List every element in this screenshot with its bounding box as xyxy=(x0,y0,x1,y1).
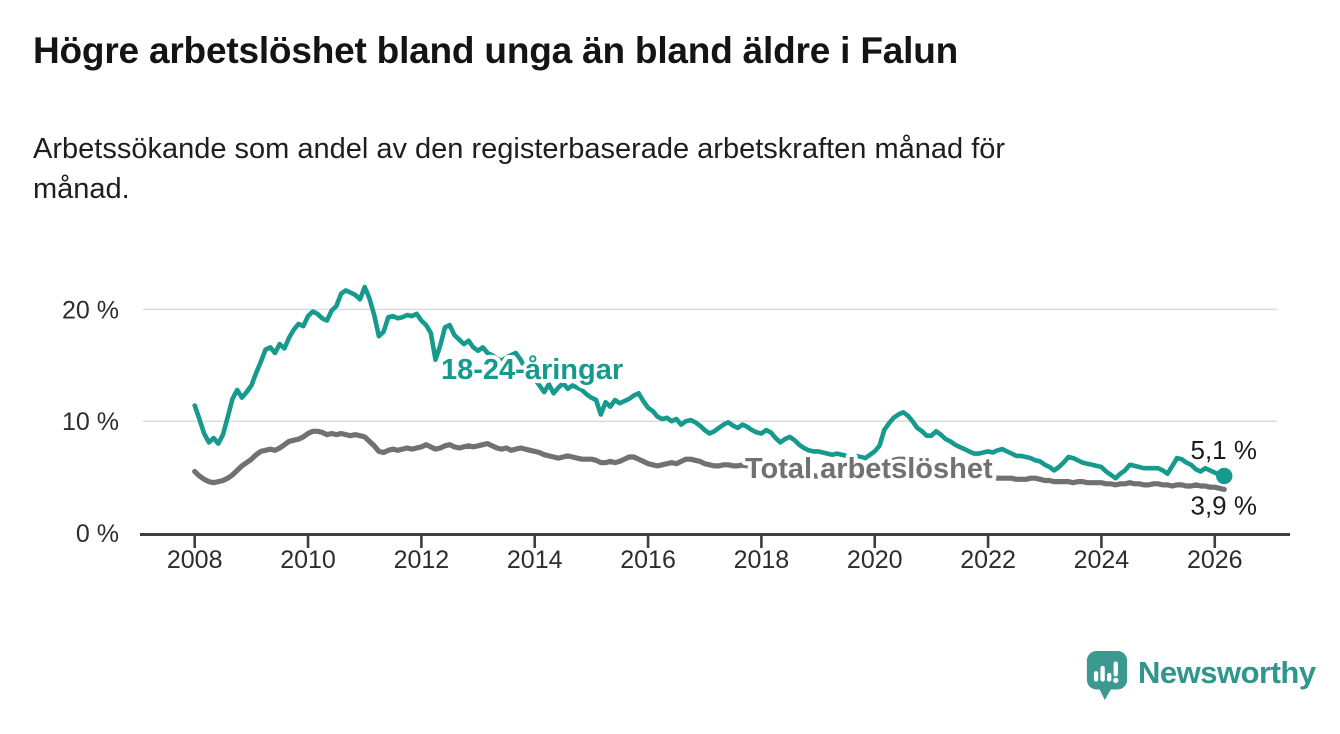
series-line-18-24-ringar xyxy=(192,284,1227,481)
series-label-18-24-ringar: 18-24-åringar xyxy=(441,354,623,386)
chart-subtitle-line-2: månad. xyxy=(33,173,130,205)
y-tick-label-0: 0 % xyxy=(76,520,119,548)
newsworthy-wordmark: Newsworthy xyxy=(1138,655,1316,690)
x-axis xyxy=(140,533,1290,548)
gridlines xyxy=(143,308,1277,422)
end-value-label-18-24-ringar: 5,1 % xyxy=(1191,435,1258,465)
series-label-total-arbetsl-shet: Total arbetslöshet xyxy=(745,453,993,485)
x-tick-label-2010: 2010 xyxy=(280,546,336,574)
chart-subtitle-line-1: Arbetssökande som andel av den registerb… xyxy=(33,133,1006,165)
x-tick-label-2014: 2014 xyxy=(507,546,563,574)
newsworthy-logo: Newsworthy xyxy=(1086,650,1316,701)
x-tick-label-2008: 2008 xyxy=(167,546,223,574)
y-axis-tick-labels: 0 % 10 % 20 % xyxy=(62,296,119,548)
series-end-dot-18-24-ringar xyxy=(1216,467,1233,485)
x-tick-label-2026: 2026 xyxy=(1187,546,1243,574)
y-tick-label-10: 10 % xyxy=(62,408,119,436)
y-tick-label-20: 20 % xyxy=(62,296,119,324)
x-tick-label-2012: 2012 xyxy=(394,546,450,574)
x-tick-label-2024: 2024 xyxy=(1074,546,1130,574)
x-tick-label-2022: 2022 xyxy=(960,546,1016,574)
end-value-label-total-arbetsl-shet: 3,9 % xyxy=(1191,490,1258,520)
newsworthy-logo-icon xyxy=(1086,651,1128,700)
x-tick-label-2016: 2016 xyxy=(620,546,676,574)
series-line-total-arbetsl-shet xyxy=(192,428,1227,492)
x-tick-label-2020: 2020 xyxy=(847,546,903,574)
chart-subtitle: Arbetssökande som andel av den registerb… xyxy=(33,129,1273,209)
x-tick-label-2018: 2018 xyxy=(734,546,790,574)
x-axis-tick-labels: 2008 2010 2012 2014 2016 2018 2020 2022 2024 2026 xyxy=(167,546,1243,574)
chart-title: Högre arbetslöshet bland unga än bland ä… xyxy=(33,30,959,71)
series-lines xyxy=(192,284,1227,492)
series-annotations: 18-24-åringar 5,1 % Total arbetslöshet 3,9 … xyxy=(437,350,1260,523)
